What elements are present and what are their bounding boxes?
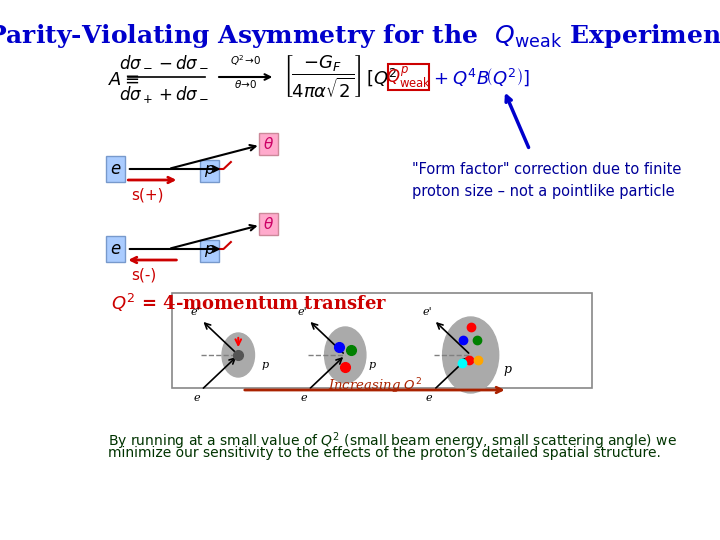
- Text: p: p: [369, 360, 376, 370]
- Text: $\left[\dfrac{-G_F}{4\pi\alpha\sqrt{2}}\right]$: $\left[\dfrac{-G_F}{4\pi\alpha\sqrt{2}}\…: [282, 54, 361, 100]
- FancyBboxPatch shape: [388, 64, 429, 90]
- Text: e': e': [423, 307, 432, 317]
- FancyBboxPatch shape: [259, 213, 278, 235]
- Text: $d\sigma_+ + d\sigma_-$: $d\sigma_+ + d\sigma_-$: [120, 84, 210, 105]
- Text: $\theta \!\to\! 0$: $\theta \!\to\! 0$: [234, 78, 258, 90]
- Text: $\left.+ Q^4 B\!\left(Q^2\right)\right]$: $\left.+ Q^4 B\!\left(Q^2\right)\right]$: [430, 66, 531, 88]
- Text: $\theta$: $\theta$: [263, 216, 274, 232]
- Text: e: e: [193, 393, 200, 403]
- FancyBboxPatch shape: [107, 236, 125, 262]
- Text: $d\sigma_- - d\sigma_-$: $d\sigma_- - d\sigma_-$: [120, 53, 210, 70]
- Text: $A \equiv$: $A \equiv$: [108, 71, 140, 89]
- FancyBboxPatch shape: [107, 156, 125, 182]
- Text: e: e: [426, 393, 432, 403]
- Text: Increasing $Q^2$: Increasing $Q^2$: [328, 376, 422, 396]
- FancyBboxPatch shape: [259, 133, 278, 155]
- Text: $\left[Q^2\right.$: $\left[Q^2\right.$: [366, 66, 397, 88]
- Text: Parity-Violating Asymmetry for the  $Q_{\mathrm{weak}}$ Experiment: Parity-Violating Asymmetry for the $Q_{\…: [0, 22, 720, 50]
- Text: $Q^p_{\mathrm{weak}}$: $Q^p_{\mathrm{weak}}$: [386, 64, 431, 90]
- FancyBboxPatch shape: [200, 160, 219, 182]
- Text: e: e: [300, 393, 307, 403]
- Circle shape: [325, 327, 366, 383]
- Text: minimize our sensitivity to the effects of the proton’s detailed spatial structu: minimize our sensitivity to the effects …: [108, 446, 660, 460]
- Text: s(+): s(+): [131, 188, 164, 203]
- Circle shape: [443, 317, 499, 393]
- Text: p: p: [504, 363, 512, 376]
- Text: e': e': [190, 307, 200, 317]
- Text: $Q^2 \!\to\! 0$: $Q^2 \!\to\! 0$: [230, 53, 261, 68]
- Circle shape: [222, 333, 254, 377]
- Text: $e$: $e$: [110, 160, 122, 178]
- Text: $p$: $p$: [204, 243, 215, 259]
- Text: "Form factor" correction due to finite
proton size – not a pointlike particle: "Form factor" correction due to finite p…: [412, 162, 681, 199]
- Text: $e$: $e$: [110, 240, 122, 258]
- Text: p: p: [262, 360, 269, 370]
- Text: $\theta$: $\theta$: [263, 136, 274, 152]
- Text: e': e': [297, 307, 307, 317]
- Text: s(-): s(-): [131, 268, 156, 283]
- Text: By running at a small value of $Q^2$ (small beam energy, small scattering angle): By running at a small value of $Q^2$ (sm…: [108, 430, 677, 451]
- Text: $Q^2$ = 4-momentum transfer: $Q^2$ = 4-momentum transfer: [111, 292, 387, 314]
- FancyBboxPatch shape: [200, 240, 219, 262]
- Text: $p$: $p$: [204, 163, 215, 179]
